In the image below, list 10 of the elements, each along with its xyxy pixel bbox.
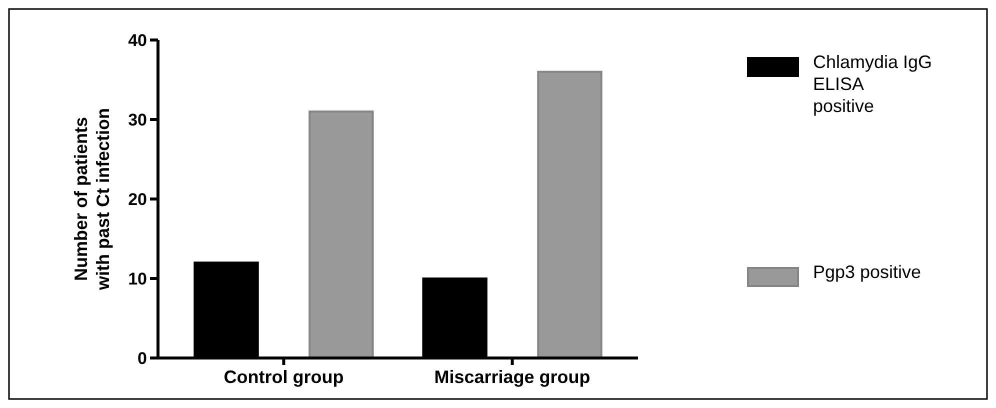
y-tick-label: 20: [128, 190, 147, 209]
x-tick-label: Miscarriage group: [434, 367, 590, 387]
x-tick-label: Control group: [224, 367, 344, 387]
y-axis-title: Number of patients with past Ct infection: [71, 108, 113, 291]
y-tick-label: 10: [128, 269, 147, 288]
y-tick-label: 40: [128, 30, 147, 50]
legend-label: Pgp3 positive: [813, 262, 922, 282]
legend-label: Chlamydia IgG ELISA positive: [813, 52, 932, 116]
y-tick-label: 0: [138, 348, 147, 368]
y-tick-label: 30: [128, 110, 147, 130]
